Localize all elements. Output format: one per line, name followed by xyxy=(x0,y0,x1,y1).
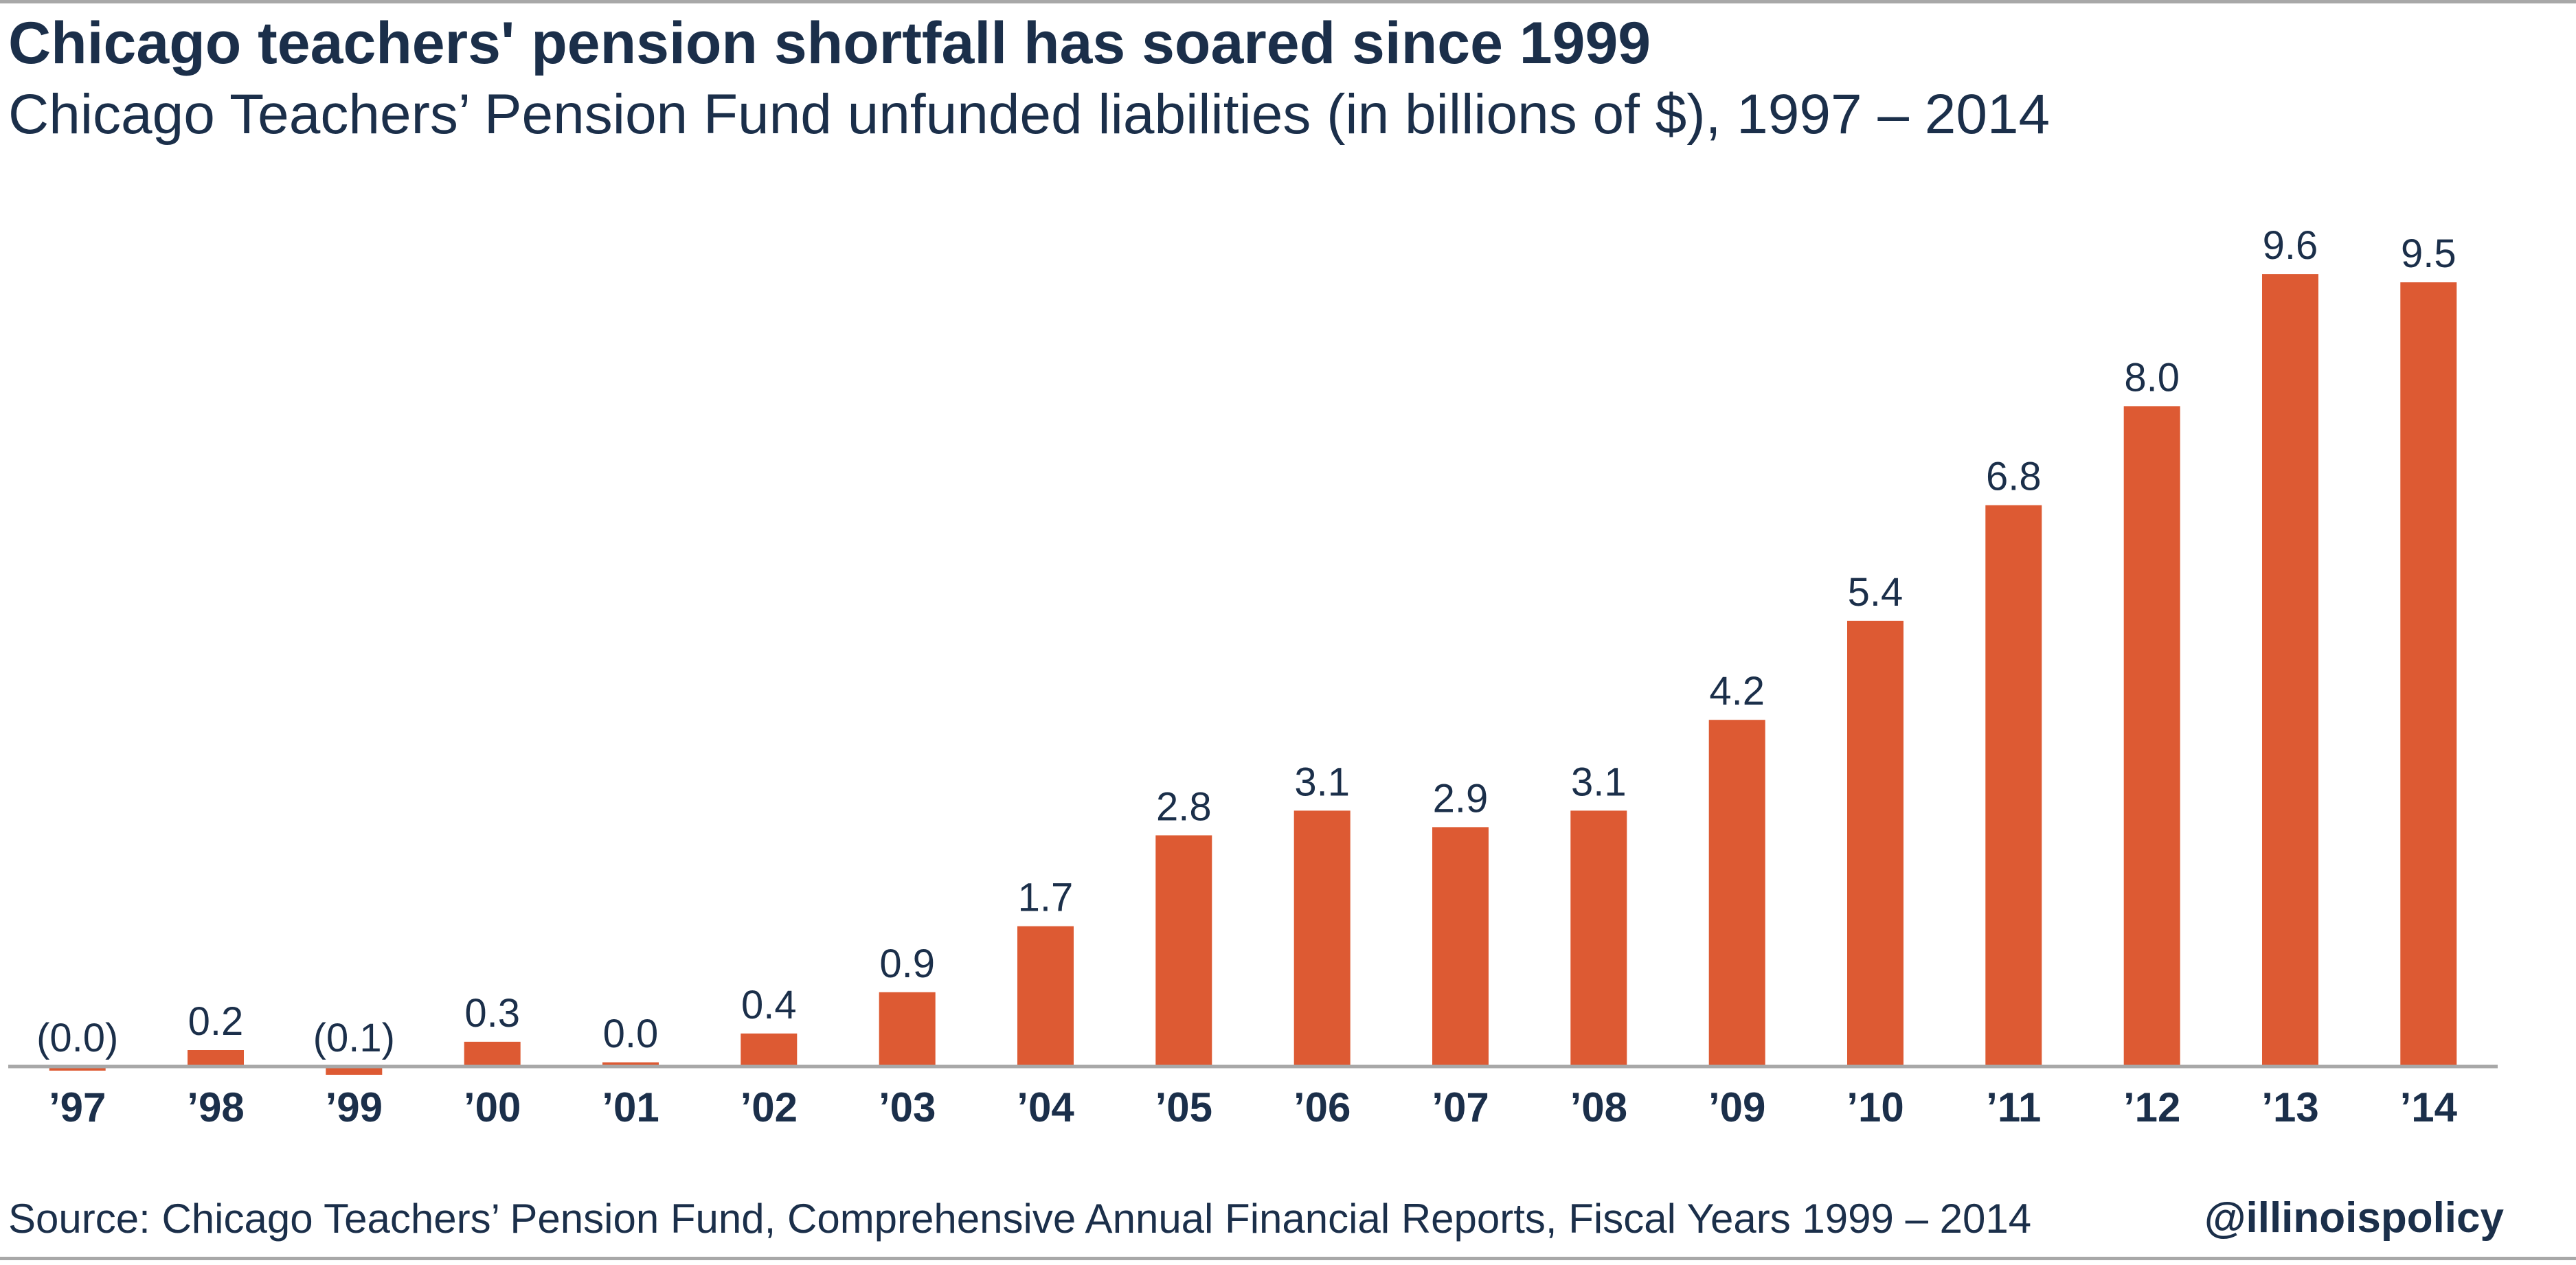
tick-label-5: ’02 xyxy=(741,1084,798,1130)
tick-label-13: ’10 xyxy=(1846,1084,1903,1130)
bar-13 xyxy=(1847,620,1903,1067)
tick-label-16: ’13 xyxy=(2261,1084,2318,1130)
value-label-4: 0.0 xyxy=(603,1012,659,1056)
tick-label-15: ’12 xyxy=(2123,1084,2180,1130)
bar-3 xyxy=(464,1041,521,1067)
bar-12 xyxy=(1708,720,1765,1067)
tick-label-12: ’09 xyxy=(1708,1084,1765,1130)
tick-label-17: ’14 xyxy=(2400,1084,2458,1130)
bar-17 xyxy=(2400,282,2457,1067)
value-label-6: 0.9 xyxy=(879,942,935,986)
tick-label-3: ’00 xyxy=(464,1084,521,1130)
tick-label-2: ’99 xyxy=(326,1084,383,1130)
bar-0 xyxy=(49,1067,106,1071)
source-note: Source: Chicago Teachers’ Pension Fund, … xyxy=(8,1196,2032,1242)
bar-15 xyxy=(2123,406,2180,1067)
bar-10 xyxy=(1432,827,1489,1067)
value-label-11: 3.1 xyxy=(1571,760,1627,804)
value-label-17: 9.5 xyxy=(2401,231,2456,276)
top-rule xyxy=(0,0,2576,3)
brand-handle: @illinoispolicy xyxy=(2204,1194,2504,1242)
value-label-14: 6.8 xyxy=(1986,455,2042,499)
tick-label-1: ’98 xyxy=(187,1084,244,1130)
tick-label-0: ’97 xyxy=(49,1084,106,1130)
bar-4 xyxy=(602,1062,659,1067)
tick-label-14: ’11 xyxy=(1986,1084,2041,1130)
chart-title: Chicago teachers' pension shortfall has … xyxy=(8,10,1651,76)
bar-6 xyxy=(879,992,936,1067)
bar-2 xyxy=(326,1067,383,1075)
bar-1 xyxy=(188,1050,244,1067)
bar-16 xyxy=(2262,274,2318,1067)
value-labels: (0.0) 0.2 (0.1) 0.3 0.0 0.4 0.9 1.7 2.8 3.1 2.9 3.1… xyxy=(36,223,2456,1060)
tick-label-8: ’05 xyxy=(1155,1084,1212,1130)
value-label-3: 0.3 xyxy=(464,991,520,1036)
value-label-12: 4.2 xyxy=(1709,669,1765,714)
value-label-2: (0.1) xyxy=(313,1016,395,1060)
bar-9 xyxy=(1293,810,1351,1067)
value-label-9: 3.1 xyxy=(1294,760,1350,804)
tick-label-10: ’07 xyxy=(1432,1084,1489,1130)
value-label-13: 5.4 xyxy=(1848,570,1903,615)
tick-label-11: ’08 xyxy=(1570,1084,1627,1130)
chart-subtitle: Chicago Teachers’ Pension Fund unfunded … xyxy=(8,83,2050,146)
value-label-15: 8.0 xyxy=(2124,355,2180,400)
value-label-7: 1.7 xyxy=(1018,876,1074,920)
value-label-16: 9.6 xyxy=(2263,223,2318,268)
tick-label-7: ’04 xyxy=(1017,1084,1074,1130)
value-label-8: 2.8 xyxy=(1156,784,1212,829)
tick-label-9: ’06 xyxy=(1293,1084,1351,1130)
value-label-1: 0.2 xyxy=(188,999,244,1044)
bar-11 xyxy=(1570,810,1627,1067)
tick-label-4: ’01 xyxy=(602,1084,659,1130)
bar-14 xyxy=(1985,505,2042,1067)
tick-label-6: ’03 xyxy=(879,1084,936,1130)
bottom-rule xyxy=(0,1257,2576,1260)
value-label-0: (0.0) xyxy=(36,1016,118,1060)
bar-5 xyxy=(741,1033,798,1067)
x-tick-labels: ’97 ’98 ’99 ’00 ’01 ’02 ’03 ’04 ’05 ’06 ’07 ’08 ’09 ’… xyxy=(49,1084,2458,1130)
bar-8 xyxy=(1155,835,1212,1067)
value-label-5: 0.4 xyxy=(741,983,797,1027)
bars xyxy=(49,274,2457,1075)
bar-7 xyxy=(1017,926,1074,1067)
value-label-10: 2.9 xyxy=(1433,776,1489,821)
